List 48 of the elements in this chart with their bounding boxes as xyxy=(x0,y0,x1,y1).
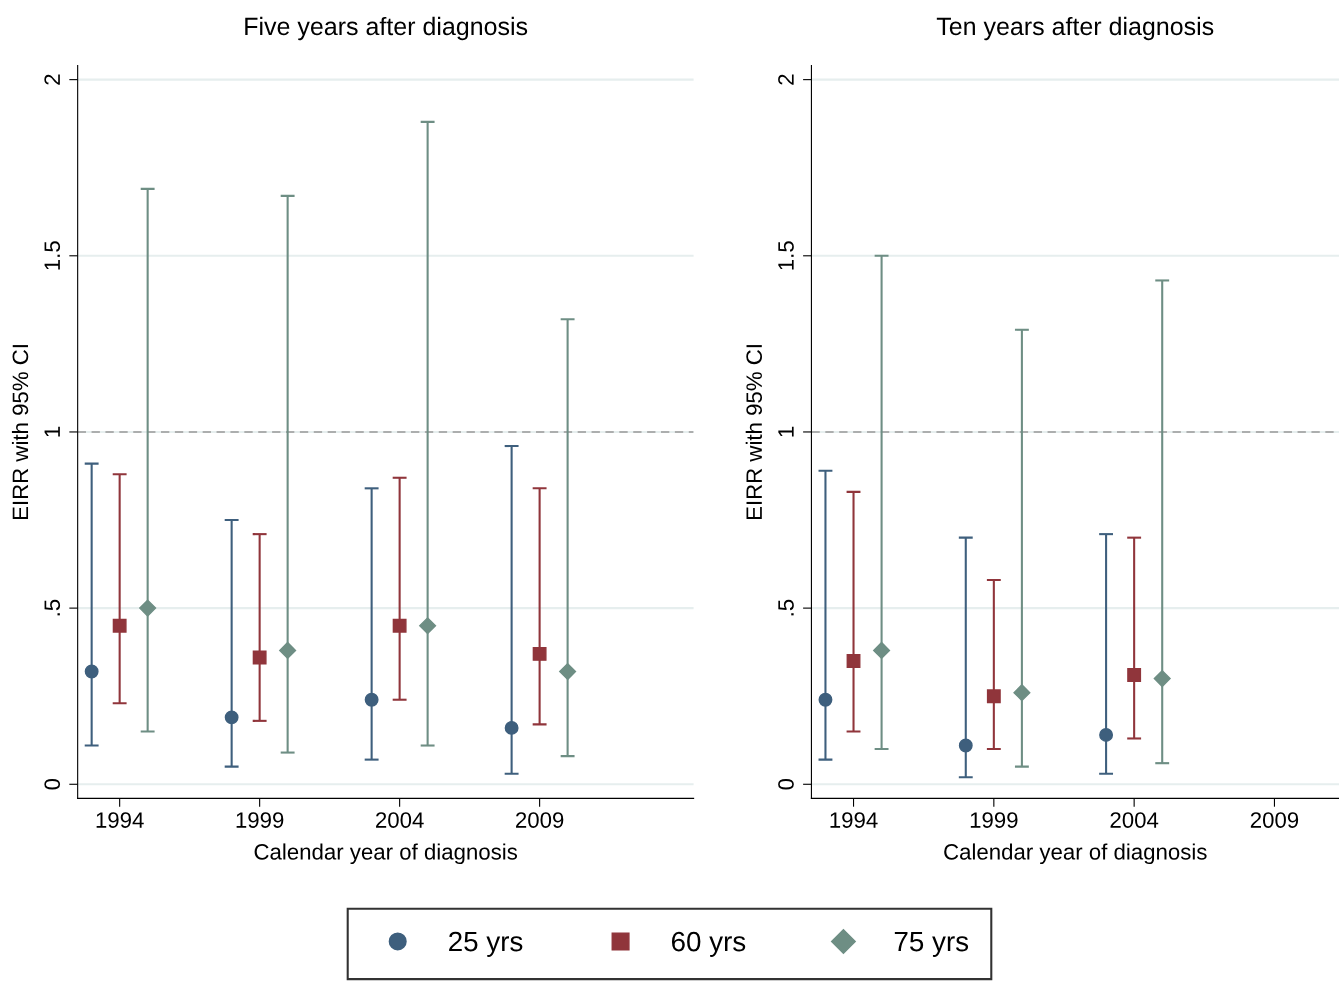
point xyxy=(224,710,239,725)
point xyxy=(1153,670,1171,688)
point xyxy=(392,618,407,633)
y-tick-label: 1 xyxy=(44,426,60,437)
x-tick-label: 2009 xyxy=(516,812,564,828)
point xyxy=(252,650,267,665)
x-axis-title: Calendar year of diagnosis xyxy=(254,843,518,865)
point xyxy=(419,617,437,635)
x-tick-label: 2004 xyxy=(376,812,424,828)
legend-label: 60 yrs xyxy=(671,931,746,957)
y-tick-label: 2 xyxy=(778,74,794,85)
legend-label: 25 yrs xyxy=(449,931,523,957)
y-axis-title: EIRR with 95% CI xyxy=(745,345,763,520)
y-axis-title: EIRR with 95% CI xyxy=(11,345,29,520)
point xyxy=(112,618,127,633)
point xyxy=(532,646,547,661)
point xyxy=(1013,684,1031,702)
point xyxy=(364,692,379,707)
y-tick-label: 0 xyxy=(44,778,61,790)
x-tick-label: 1999 xyxy=(970,812,1018,828)
legend-label: 75 yrs xyxy=(894,932,969,957)
x-axis-title: Calendar year of diagnosis xyxy=(944,843,1207,865)
y-tick-label: .5 xyxy=(44,599,61,616)
y-tick-label: 0 xyxy=(778,778,794,790)
y-tick-label: 1.5 xyxy=(44,241,61,270)
x-tick-label: 1994 xyxy=(830,812,878,828)
point xyxy=(279,641,297,659)
point xyxy=(1127,668,1142,683)
chart-title: Five years after diagnosis xyxy=(245,16,528,41)
point xyxy=(986,689,1001,704)
y-tick-label: 1.5 xyxy=(778,241,794,270)
x-tick-label: 2009 xyxy=(1250,812,1299,828)
point xyxy=(873,641,891,659)
point xyxy=(1099,728,1114,742)
x-tick-label: 1994 xyxy=(96,812,144,828)
point xyxy=(818,692,833,707)
x-tick-label: 1999 xyxy=(236,812,284,828)
point xyxy=(504,720,519,735)
y-tick-label: 1 xyxy=(778,426,794,437)
y-tick-label: .5 xyxy=(778,599,794,616)
point xyxy=(846,654,861,668)
point xyxy=(559,662,577,681)
chart-title: Ten years after diagnosis xyxy=(936,16,1214,41)
point xyxy=(139,599,157,617)
point xyxy=(84,664,99,679)
y-tick-label: 2 xyxy=(44,74,60,85)
x-tick-label: 2004 xyxy=(1110,812,1159,828)
point xyxy=(958,738,973,753)
